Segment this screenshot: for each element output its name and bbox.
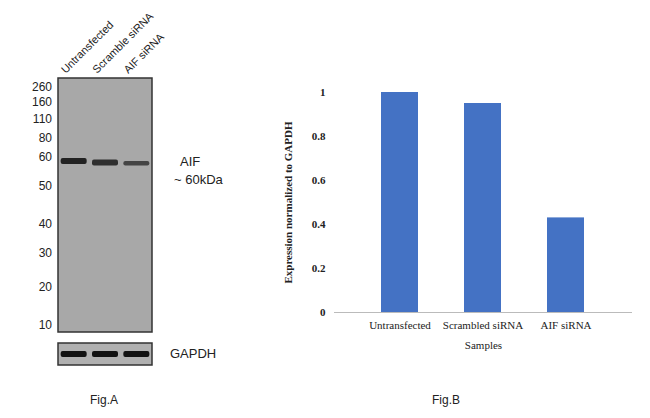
svg-text:Scrambled siRNA: Scrambled siRNA <box>443 319 523 331</box>
svg-text:Untransfected: Untransfected <box>369 319 431 331</box>
svg-text:0: 0 <box>320 306 326 318</box>
svg-text:160: 160 <box>32 95 52 109</box>
svg-text:80: 80 <box>39 131 53 145</box>
svg-text:0.6: 0.6 <box>312 174 326 186</box>
svg-text:Untransfected: Untransfected <box>59 19 116 76</box>
svg-text:60: 60 <box>39 150 53 164</box>
svg-text:50: 50 <box>39 179 53 193</box>
svg-text:110: 110 <box>33 112 52 126</box>
svg-text:AIF: AIF <box>180 154 200 169</box>
svg-text:10: 10 <box>39 318 53 332</box>
svg-text:~ 60kDa: ~ 60kDa <box>174 172 224 187</box>
svg-text:0.4: 0.4 <box>312 218 326 230</box>
svg-text:Samples: Samples <box>465 339 502 351</box>
html-text:Fig.B: Fig.B <box>432 393 460 407</box>
svg-text:40: 40 <box>39 217 53 231</box>
svg-text:Expression normalized to GAPDH: Expression normalized to GAPDH <box>282 121 294 283</box>
svg-text:GAPDH: GAPDH <box>170 346 216 361</box>
svg-text:20: 20 <box>39 280 53 294</box>
svg-text:0.8: 0.8 <box>312 130 326 142</box>
svg-text:AIF siRNA: AIF siRNA <box>121 30 166 75</box>
svg-text:Scramble siRNA: Scramble siRNA <box>89 9 156 76</box>
svg-text:260: 260 <box>32 80 52 94</box>
svg-text:1: 1 <box>320 86 326 98</box>
svg-text:0.2: 0.2 <box>312 262 326 274</box>
svg-text:30: 30 <box>39 246 53 260</box>
svg-text:AIF siRNA: AIF siRNA <box>540 319 591 331</box>
html-text:Fig.A: Fig.A <box>90 393 118 407</box>
